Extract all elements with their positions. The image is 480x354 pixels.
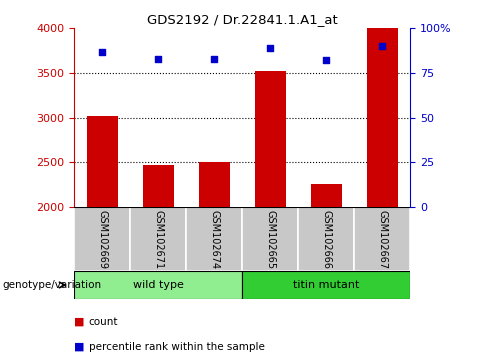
Bar [354, 207, 410, 271]
Bar [299, 207, 354, 271]
Bar [87, 116, 118, 207]
Bar [242, 207, 299, 271]
Text: count: count [89, 317, 118, 327]
Text: percentile rank within the sample: percentile rank within the sample [89, 342, 264, 352]
Text: wild type: wild type [133, 280, 184, 290]
Bar [143, 165, 174, 207]
Text: GSM102674: GSM102674 [209, 210, 219, 269]
Bar [186, 207, 242, 271]
Text: ■: ■ [74, 317, 85, 327]
Point [155, 56, 162, 62]
Text: GSM102669: GSM102669 [97, 210, 108, 269]
Title: GDS2192 / Dr.22841.1.A1_at: GDS2192 / Dr.22841.1.A1_at [147, 13, 338, 26]
Point [323, 58, 330, 63]
Bar [367, 28, 398, 207]
Bar [74, 207, 131, 271]
Point [379, 43, 386, 49]
Text: GSM102671: GSM102671 [154, 210, 163, 269]
Bar [242, 271, 410, 299]
Point [211, 56, 218, 62]
Bar [74, 271, 242, 299]
Point [266, 45, 274, 51]
Bar [131, 207, 186, 271]
Point [98, 49, 106, 55]
Text: GSM102666: GSM102666 [322, 210, 331, 269]
Text: GSM102667: GSM102667 [377, 210, 387, 269]
Bar [255, 71, 286, 207]
Bar [199, 161, 230, 207]
Text: genotype/variation: genotype/variation [2, 280, 102, 290]
Text: titin mutant: titin mutant [293, 280, 360, 290]
Text: ■: ■ [74, 342, 85, 352]
Text: GSM102665: GSM102665 [265, 210, 276, 269]
Bar [311, 184, 342, 207]
